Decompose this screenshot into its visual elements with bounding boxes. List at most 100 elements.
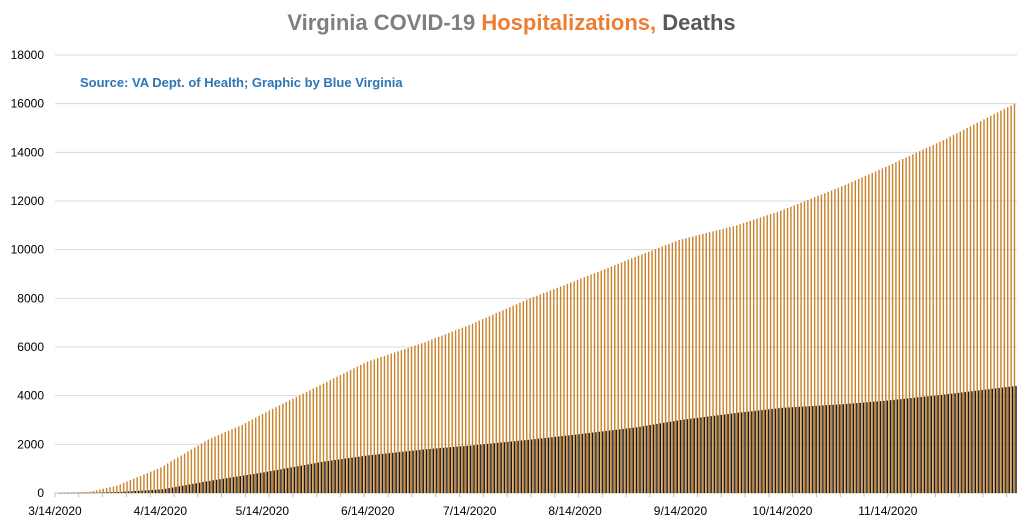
bar-deaths [280, 469, 282, 493]
bar-deaths [70, 492, 72, 494]
bar-hospitalizations [383, 355, 386, 493]
bar-deaths [100, 492, 103, 493]
x-tick-label: 8/14/2020 [548, 504, 602, 518]
bar-deaths [425, 449, 428, 493]
bar-hospitalizations [312, 388, 315, 493]
bar-hospitalizations [160, 467, 162, 493]
bar-deaths [720, 414, 723, 493]
bar-deaths [287, 468, 289, 493]
bar-hospitalizations [854, 180, 857, 493]
bar-deaths [761, 410, 763, 493]
bar-deaths [158, 489, 160, 493]
bar-hospitalizations [349, 370, 352, 493]
bar-deaths [161, 489, 164, 493]
bar-hospitalizations [593, 273, 596, 493]
bar-hospitalizations [688, 237, 691, 493]
bar-deaths [835, 404, 838, 493]
bar-deaths [812, 406, 814, 493]
bar-hospitalizations [586, 275, 589, 493]
bar-hospitalizations [532, 297, 535, 493]
bar-hospitalizations [282, 403, 284, 493]
bar-deaths [503, 442, 506, 493]
bar-hospitalizations [217, 435, 220, 493]
bar-hospitalizations [78, 492, 81, 493]
bar-hospitalizations [116, 485, 118, 493]
bar-hospitalizations [993, 114, 995, 493]
bar-deaths [1008, 386, 1010, 493]
bar-deaths [134, 490, 137, 493]
bar-hospitalizations [827, 191, 829, 493]
bar-deaths [83, 492, 86, 494]
bar-hospitalizations [664, 245, 667, 493]
y-tick-label: 18000 [11, 48, 45, 62]
bar-hospitalizations [935, 143, 938, 494]
bar-deaths [110, 492, 113, 493]
bar-hospitalizations [207, 439, 210, 493]
x-tick-label: 3/14/2020 [28, 504, 82, 518]
bar-hospitalizations [654, 249, 657, 493]
bar-hospitalizations [400, 350, 403, 493]
bar-hospitalizations [857, 178, 860, 493]
bar-hospitalizations [983, 119, 985, 494]
bar-hospitalizations [776, 211, 779, 493]
bar-hospitalizations [288, 400, 291, 493]
bar-hospitalizations [485, 317, 487, 493]
bar-hospitalizations [166, 463, 169, 493]
bar-hospitalizations [465, 326, 467, 493]
bar-deaths [808, 406, 811, 493]
bar-hospitalizations [522, 301, 525, 493]
y-tick-label: 0 [37, 486, 44, 500]
bar-deaths [1015, 385, 1017, 493]
bar-deaths [87, 492, 89, 494]
bar-deaths [300, 465, 303, 493]
bar-hospitalizations [651, 250, 653, 493]
bar-hospitalizations [143, 474, 145, 493]
bar-hospitalizations [105, 487, 108, 493]
bar-deaths [192, 483, 194, 493]
bar-deaths [348, 458, 350, 493]
bar-deaths [747, 411, 750, 493]
bar-hospitalizations [851, 181, 853, 493]
chart-title: Virginia COVID-19 Hospitalizations, Deat… [0, 10, 1023, 36]
bar-deaths [832, 404, 834, 493]
bar-hospitalizations [766, 215, 768, 493]
bar-deaths [93, 492, 96, 494]
bar-deaths [585, 433, 587, 493]
bar-deaths [354, 457, 357, 493]
bar-deaths [171, 487, 174, 493]
bar-deaths [632, 427, 634, 493]
x-tick-label: 5/14/2020 [236, 504, 290, 518]
bar-deaths [500, 442, 502, 493]
bar-deaths [646, 425, 648, 493]
bar-deaths [188, 484, 191, 493]
bar-hospitalizations [302, 393, 304, 493]
bar-hospitalizations [966, 128, 968, 493]
bar-deaths [446, 447, 448, 493]
bar-hospitalizations [526, 299, 528, 493]
bar-hospitalizations [444, 334, 447, 493]
bar-hospitalizations [702, 233, 704, 493]
bar-hospitalizations [1013, 103, 1016, 494]
bar-hospitalizations [258, 415, 260, 493]
bar-deaths [182, 485, 184, 493]
bar-hospitalizations [156, 468, 159, 493]
bar-deaths [344, 458, 347, 493]
bar-hospitalizations [576, 279, 579, 493]
bar-hospitalizations [431, 339, 433, 493]
bar-deaths [869, 401, 872, 493]
bar-deaths [964, 392, 966, 493]
bar-deaths [886, 400, 889, 493]
bar-hospitalizations [769, 214, 772, 493]
x-tick-label: 4/14/2020 [134, 504, 188, 518]
bar-hospitalizations [796, 203, 799, 494]
bar-hospitalizations [939, 141, 941, 493]
bar-deaths [486, 443, 489, 493]
bar-deaths [398, 452, 401, 493]
bar-hospitalizations [759, 217, 762, 493]
bar-deaths [917, 397, 919, 493]
bar-hospitalizations [481, 319, 484, 493]
bar-deaths [212, 480, 214, 493]
bar-hospitalizations [112, 486, 115, 493]
bar-hospitalizations [912, 154, 914, 493]
bar-deaths [476, 444, 479, 493]
